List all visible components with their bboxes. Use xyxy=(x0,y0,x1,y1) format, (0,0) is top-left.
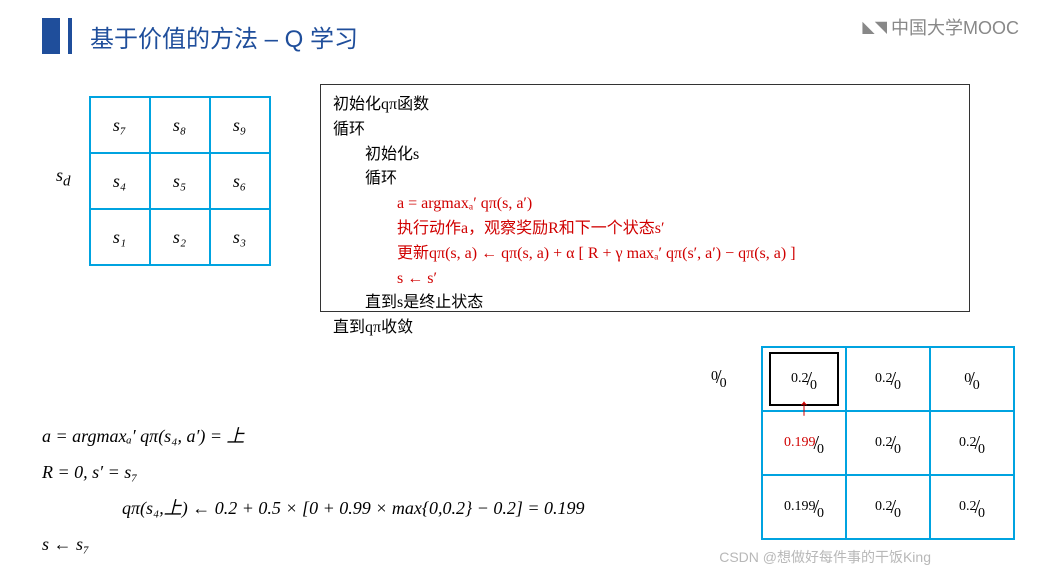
algo-line: 初始化s xyxy=(365,143,957,168)
state-cell: s₉ xyxy=(210,97,270,153)
algo-line: s ← s′ xyxy=(397,267,957,292)
state-cell: s₇ xyxy=(90,97,150,153)
title-accent-block xyxy=(42,18,60,54)
eq-line: R = 0, s′ = s₇ xyxy=(42,454,585,490)
q-cell: 0.2/0 xyxy=(846,347,930,411)
eq-line: s ← s₇ xyxy=(42,526,585,562)
algo-line: 循环 xyxy=(365,167,957,192)
title-accent-thin xyxy=(68,18,72,54)
q-cell: 0.199/0↑ xyxy=(762,411,846,475)
state-cell: s₂ xyxy=(150,209,210,265)
logo-text: 中国大学MOOC xyxy=(891,14,1019,40)
mooc-logo: ◣◥ 中国大学MOOC xyxy=(862,14,1019,40)
algo-line: 初始化qπ函数 xyxy=(333,93,957,118)
state-cell: s₅ xyxy=(150,153,210,209)
watermark: CSDN @想做好每件事的干饭King xyxy=(719,547,931,567)
equations-block: a = argmaxₐ′ qπ(s₄, a′) = 上 R = 0, s′ = … xyxy=(42,418,585,562)
page-title: 基于价值的方法 – Q 学习 xyxy=(90,19,358,54)
eq-line: a = argmaxₐ′ qπ(s₄, a′) = 上 xyxy=(42,418,585,454)
state-grid: s₇ s₈ s₉ s₄ s₅ s₆ s₁ s₂ s₃ xyxy=(89,96,271,266)
algo-line: a = argmaxₐ′ qπ(s, a′) xyxy=(397,192,957,217)
state-cell: s₆ xyxy=(210,153,270,209)
algo-line: 直到s是终止状态 xyxy=(365,291,957,316)
eq-line: qπ(s₄,上) ← 0.2 + 0.5 × [0 + 0.99 × max{0… xyxy=(122,490,585,526)
q-value-grid: 0.2/00.2/00/00.199/0↑0.2/00.2/00.199/00.… xyxy=(761,346,1015,540)
sd-label: sd xyxy=(56,165,71,191)
q-cell: 0.2/0 xyxy=(846,475,930,539)
title-bar: 基于价值的方法 – Q 学习 xyxy=(42,18,358,54)
algorithm-box: 初始化qπ函数 循环 初始化s 循环 a = argmaxₐ′ qπ(s, a′… xyxy=(320,84,970,312)
algo-line: 循环 xyxy=(333,118,957,143)
q-cell: 0.199/0 xyxy=(762,475,846,539)
state-cell: s₃ xyxy=(210,209,270,265)
q-value-grid-section: 0/0 0.2/00.2/00/00.199/0↑0.2/00.2/00.199… xyxy=(761,346,1015,540)
algo-line: 直到qπ收敛 xyxy=(333,316,957,341)
q-cell: 0/0 xyxy=(930,347,1014,411)
q-cell: 0.2/0 xyxy=(930,475,1014,539)
algo-line: 执行动作a，观察奖励R和下一个状态s′ xyxy=(397,217,957,242)
book-icon: ◣◥ xyxy=(862,17,887,37)
state-cell: s₁ xyxy=(90,209,150,265)
state-grid-section: sd s₇ s₈ s₉ s₄ s₅ s₆ s₁ s₂ s₃ xyxy=(56,96,271,266)
state-cell: s₈ xyxy=(150,97,210,153)
q-cell: 0.2/0 xyxy=(930,411,1014,475)
state-cell: s₄ xyxy=(90,153,150,209)
q-outer-label: 0/0 xyxy=(711,366,727,389)
q-cell: 0.2/0 xyxy=(846,411,930,475)
algo-line: 更新qπ(s, a) ← qπ(s, a) + α [ R + γ maxₐ′ … xyxy=(397,242,957,267)
